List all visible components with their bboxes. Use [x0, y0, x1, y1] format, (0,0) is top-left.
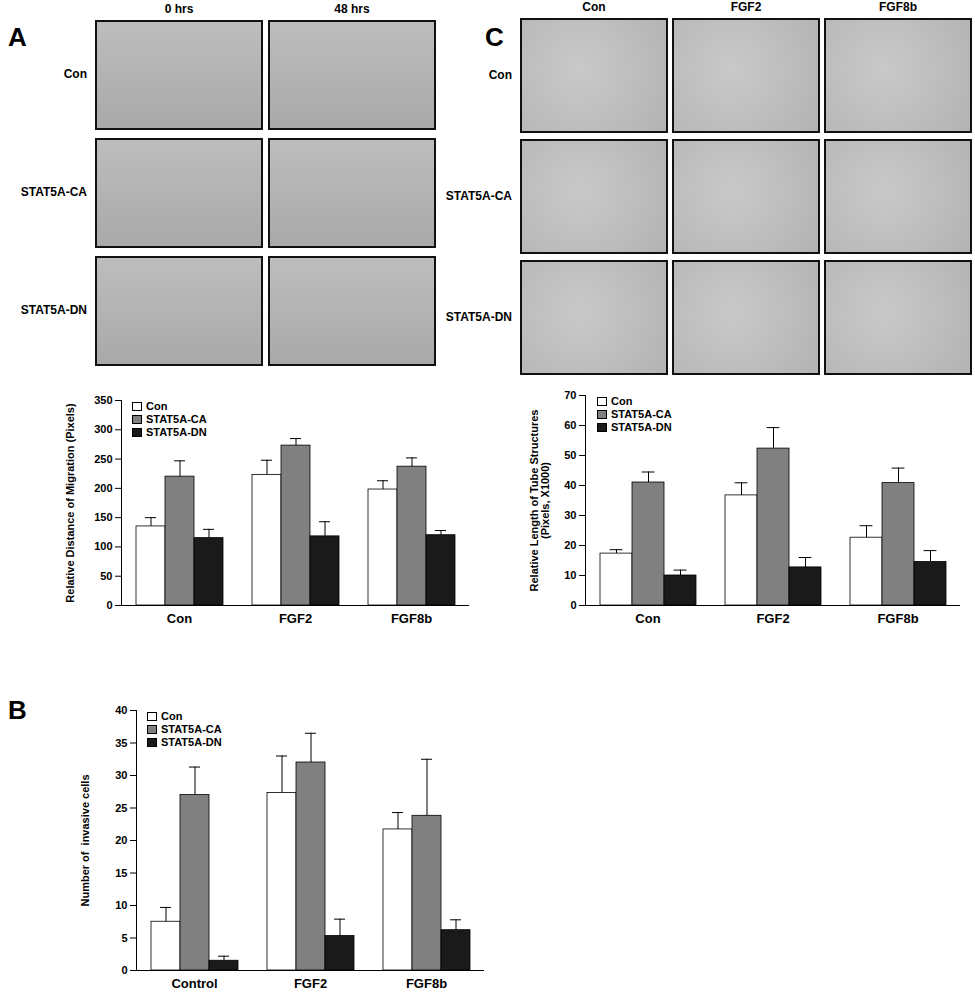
- svg-text:30: 30: [564, 509, 576, 521]
- html-text:A: A: [8, 22, 27, 52]
- svg-text:150: 150: [94, 511, 112, 523]
- html-text:Con: Con: [488, 67, 512, 82]
- html-text:FGF2: FGF2: [730, 0, 762, 14]
- svg-text:70: 70: [564, 389, 576, 401]
- html-text:Con: Con: [146, 400, 168, 412]
- html-text:STAT5A-CA: STAT5A-CA: [20, 185, 87, 199]
- svg-text:FGF8b: FGF8b: [391, 611, 432, 626]
- html-text:C: C: [485, 22, 504, 52]
- svg-text:20: 20: [564, 539, 576, 551]
- html-text:STAT5A-DN: STAT5A-DN: [445, 309, 512, 324]
- svg-text:Relative Length of Tube Struct: Relative Length of Tube Structures(Pixel…: [528, 410, 551, 592]
- svg-text:Con: Con: [167, 611, 192, 626]
- svg-text:60: 60: [564, 419, 576, 431]
- svg-text:FGF2: FGF2: [294, 976, 327, 991]
- html-text:STAT5A-CA: STAT5A-CA: [161, 723, 222, 735]
- svg-text:200: 200: [94, 482, 112, 494]
- html-text:Con: Con: [161, 710, 183, 722]
- html-text:STAT5A-DN: STAT5A-DN: [146, 426, 207, 438]
- svg-text:Con: Con: [635, 611, 660, 626]
- html-text:Con: Con: [611, 395, 633, 407]
- svg-text:40: 40: [564, 479, 576, 491]
- svg-text:FGF2: FGF2: [756, 611, 789, 626]
- svg-text:FGF2: FGF2: [279, 611, 312, 626]
- svg-text:Control: Control: [171, 976, 217, 991]
- svg-text:300: 300: [94, 423, 112, 435]
- svg-text:30: 30: [115, 769, 127, 781]
- svg-text:50: 50: [564, 449, 576, 461]
- svg-text:40: 40: [115, 704, 127, 716]
- svg-text:5: 5: [121, 932, 127, 944]
- svg-text:10: 10: [115, 899, 127, 911]
- svg-text:0: 0: [121, 964, 127, 976]
- html-text:STAT5A-DN: STAT5A-DN: [20, 303, 87, 317]
- html-text:Con: Con: [63, 67, 87, 81]
- svg-text:350: 350: [94, 394, 112, 406]
- svg-text:Relative Distance of Migration: Relative Distance of Migration (Pixels): [64, 403, 76, 603]
- svg-text:0: 0: [570, 599, 576, 611]
- svg-text:FGF8b: FGF8b: [877, 611, 918, 626]
- svg-text:0: 0: [106, 599, 112, 611]
- svg-text:20: 20: [115, 834, 127, 846]
- svg-text:25: 25: [115, 802, 127, 814]
- svg-text:15: 15: [115, 867, 127, 879]
- html-text:STAT5A-CA: STAT5A-CA: [611, 408, 672, 420]
- html-text:0 hrs: 0 hrs: [164, 2, 194, 16]
- svg-text:Number of invasive cells: Number of invasive cells: [79, 774, 91, 906]
- svg-text:FGF8b: FGF8b: [406, 976, 447, 991]
- html-text:STAT5A-CA: STAT5A-CA: [146, 413, 207, 425]
- html-text:Con: Con: [582, 0, 606, 14]
- svg-text:35: 35: [115, 737, 127, 749]
- html-text:FGF8b: FGF8b: [879, 0, 917, 14]
- svg-text:50: 50: [100, 570, 112, 582]
- html-text:STAT5A-CA: STAT5A-CA: [445, 188, 512, 203]
- svg-text:250: 250: [94, 453, 112, 465]
- svg-text:10: 10: [564, 569, 576, 581]
- html-text:STAT5A-DN: STAT5A-DN: [161, 736, 222, 748]
- html-text:STAT5A-DN: STAT5A-DN: [611, 421, 672, 433]
- html-text:B: B: [8, 695, 27, 725]
- html-text:48 hrs: 48 hrs: [334, 2, 370, 16]
- svg-text:100: 100: [94, 540, 112, 552]
